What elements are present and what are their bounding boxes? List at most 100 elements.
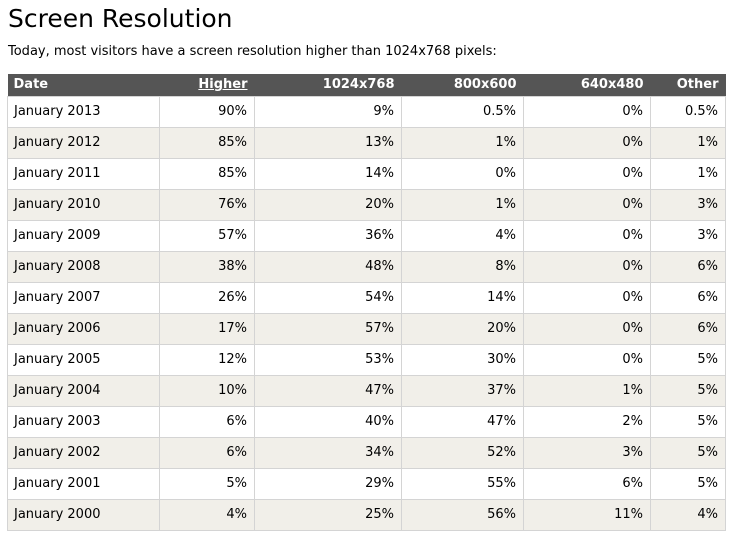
value-cell: 3% [650,189,726,221]
value-cell: 3% [523,437,651,469]
value-cell: 85% [159,127,255,159]
table-row: January 2001 5% 29% 55% 6% 5% [7,468,726,500]
value-cell: 37% [401,375,524,407]
value-cell: 6% [159,437,255,469]
column-header-other: Other [650,74,726,97]
table-row: January 2002 6% 34% 52% 3% 5% [7,437,726,469]
value-cell: 1% [401,189,524,221]
value-cell: 57% [159,220,255,252]
value-cell: 6% [523,468,651,500]
table-row: January 2004 10% 47% 37% 1% 5% [7,375,726,407]
value-cell: 6% [650,251,726,283]
table-row: January 2013 90% 9% 0.5% 0% 0.5% [7,96,726,128]
value-cell: 11% [523,499,651,531]
column-header-higher: Higher [159,74,255,97]
table-row: January 2010 76% 20% 1% 0% 3% [7,189,726,221]
table-row: January 2011 85% 14% 0% 0% 1% [7,158,726,190]
value-cell: 36% [254,220,402,252]
value-cell: 56% [401,499,524,531]
value-cell: 14% [254,158,402,190]
value-cell: 26% [159,282,255,314]
date-cell: January 2005 [7,344,160,376]
value-cell: 53% [254,344,402,376]
higher-sort-link[interactable]: Higher [198,77,248,92]
table-row: January 2009 57% 36% 4% 0% 3% [7,220,726,252]
value-cell: 5% [650,375,726,407]
date-cell: January 2007 [7,282,160,314]
value-cell: 55% [401,468,524,500]
value-cell: 90% [159,96,255,128]
date-cell: January 2012 [7,127,160,159]
value-cell: 0% [523,158,651,190]
value-cell: 5% [650,406,726,438]
column-header-date: Date [7,74,160,97]
value-cell: 3% [650,220,726,252]
value-cell: 10% [159,375,255,407]
column-header-640x480: 640x480 [523,74,651,97]
value-cell: 38% [159,251,255,283]
date-cell: January 2010 [7,189,160,221]
value-cell: 34% [254,437,402,469]
intro-text: Today, most visitors have a screen resol… [8,44,497,59]
value-cell: 0% [523,313,651,345]
column-header-800x600: 800x600 [401,74,524,97]
value-cell: 25% [254,499,402,531]
value-cell: 48% [254,251,402,283]
value-cell: 57% [254,313,402,345]
value-cell: 1% [401,127,524,159]
date-cell: January 2004 [7,375,160,407]
value-cell: 20% [401,313,524,345]
value-cell: 5% [650,437,726,469]
value-cell: 5% [159,468,255,500]
value-cell: 4% [401,220,524,252]
date-cell: January 2011 [7,158,160,190]
date-cell: January 2003 [7,406,160,438]
value-cell: 76% [159,189,255,221]
value-cell: 13% [254,127,402,159]
page-title: Screen Resolution [8,4,233,33]
table-row: January 2012 85% 13% 1% 0% 1% [7,127,726,159]
value-cell: 6% [159,406,255,438]
value-cell: 1% [650,127,726,159]
value-cell: 0% [523,282,651,314]
table-row: January 2008 38% 48% 8% 0% 6% [7,251,726,283]
value-cell: 30% [401,344,524,376]
date-cell: January 2008 [7,251,160,283]
date-cell: January 2006 [7,313,160,345]
value-cell: 8% [401,251,524,283]
value-cell: 4% [650,499,726,531]
value-cell: 0% [523,96,651,128]
value-cell: 0% [523,220,651,252]
table-row: January 2006 17% 57% 20% 0% 6% [7,313,726,345]
date-cell: January 2009 [7,220,160,252]
value-cell: 0% [523,127,651,159]
value-cell: 52% [401,437,524,469]
value-cell: 6% [650,282,726,314]
value-cell: 2% [523,406,651,438]
value-cell: 17% [159,313,255,345]
value-cell: 85% [159,158,255,190]
value-cell: 0.5% [650,96,726,128]
column-header-1024x768: 1024x768 [254,74,402,97]
table-row: January 2007 26% 54% 14% 0% 6% [7,282,726,314]
table-row: January 2000 4% 25% 56% 11% 4% [7,499,726,531]
value-cell: 5% [650,468,726,500]
date-cell: January 2001 [7,468,160,500]
table-header-row: Date Higher 1024x768 800x600 640x480 Oth… [7,74,726,97]
value-cell: 0% [523,189,651,221]
table-body: January 2013 90% 9% 0.5% 0% 0.5% January 2012 8… [7,96,726,531]
value-cell: 5% [650,344,726,376]
value-cell: 4% [159,499,255,531]
date-cell: January 2000 [7,499,160,531]
table-row: January 2003 6% 40% 47% 2% 5% [7,406,726,438]
value-cell: 54% [254,282,402,314]
value-cell: 0% [523,251,651,283]
value-cell: 29% [254,468,402,500]
value-cell: 0% [523,344,651,376]
value-cell: 6% [650,313,726,345]
value-cell: 1% [523,375,651,407]
date-cell: January 2002 [7,437,160,469]
value-cell: 0.5% [401,96,524,128]
value-cell: 40% [254,406,402,438]
